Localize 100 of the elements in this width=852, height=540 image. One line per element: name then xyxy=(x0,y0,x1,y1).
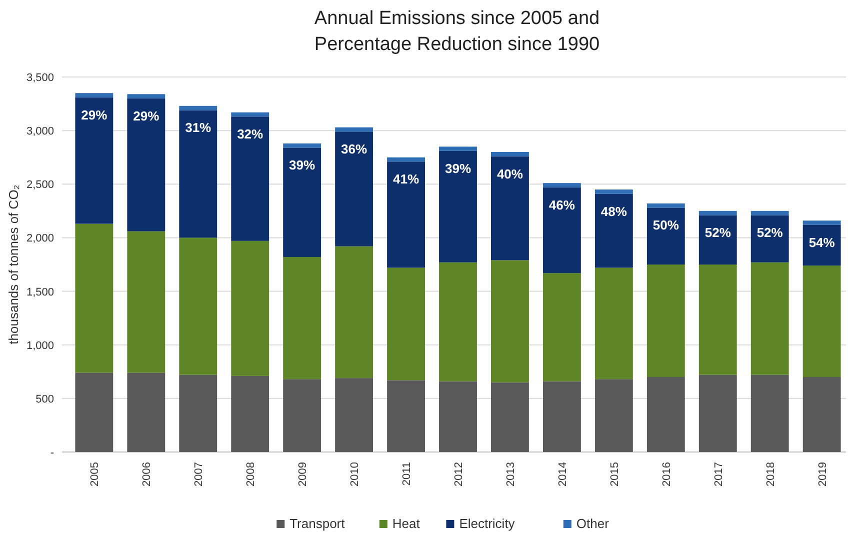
bar xyxy=(335,127,374,132)
bar xyxy=(594,379,633,452)
y-tick-label: 1,000 xyxy=(26,340,54,352)
bar xyxy=(75,224,114,373)
annotation: 39% xyxy=(444,160,472,176)
x-tick-label: 2014 xyxy=(556,462,569,486)
legend-label: Other xyxy=(576,516,610,531)
bar xyxy=(179,374,218,452)
bar xyxy=(439,381,477,452)
bar xyxy=(698,210,737,216)
bar xyxy=(231,240,270,376)
annotation: 39% xyxy=(289,158,316,173)
x-tick-label: 2011 xyxy=(401,462,414,486)
bar xyxy=(127,372,166,452)
bar xyxy=(491,382,529,452)
bar xyxy=(646,264,685,377)
bar xyxy=(542,183,581,188)
bar xyxy=(75,372,114,452)
y-tick-label: 3,500 xyxy=(26,72,54,84)
y-tick-label: 2,000 xyxy=(26,232,54,245)
annotation: 54% xyxy=(808,234,836,250)
bar xyxy=(387,162,425,268)
annotation: 52% xyxy=(704,225,732,240)
x-tick-label: 2015 xyxy=(608,462,621,486)
bar xyxy=(802,220,841,225)
bar xyxy=(594,268,633,380)
annotation: 41% xyxy=(393,172,420,187)
bar xyxy=(491,152,529,156)
bar xyxy=(127,98,166,232)
y-axis-title: thousands of tonnes of CO₂ xyxy=(6,184,21,344)
x-tick-label: 2018 xyxy=(764,462,777,486)
annotation: 52% xyxy=(756,225,784,240)
annotation: 46% xyxy=(548,197,576,212)
bar xyxy=(491,260,529,382)
x-tick-label: 2005 xyxy=(89,462,102,486)
legend-label: Transport xyxy=(290,516,346,531)
annotation: 29% xyxy=(133,108,160,124)
bar xyxy=(439,146,477,151)
x-tick-label: 2012 xyxy=(453,462,465,486)
chart-title: Annual Emissions since 2005 and Percentage Reduction since 1990 xyxy=(314,8,600,55)
bar xyxy=(127,94,166,98)
y-tick-label: 3,000 xyxy=(26,126,54,138)
y-tick-label: 2,500 xyxy=(26,179,54,192)
x-tick-label: 2008 xyxy=(245,462,258,486)
bar xyxy=(283,143,322,148)
bar xyxy=(698,215,737,264)
bar xyxy=(387,157,425,162)
annotation: 29% xyxy=(81,107,108,122)
bar xyxy=(491,156,529,260)
bar xyxy=(439,262,477,382)
legend-label: Electricity xyxy=(459,516,516,531)
bar xyxy=(802,266,841,377)
bar xyxy=(542,273,581,382)
bar xyxy=(75,93,114,98)
bar xyxy=(750,262,789,375)
bar xyxy=(750,374,789,452)
bar xyxy=(594,194,633,268)
bar xyxy=(283,379,322,452)
bar xyxy=(802,224,841,266)
annotation: 36% xyxy=(341,142,368,157)
bar xyxy=(283,148,322,257)
bar xyxy=(594,190,633,194)
bar xyxy=(802,377,841,452)
bar xyxy=(179,238,218,375)
bar xyxy=(231,376,270,452)
bar xyxy=(750,215,789,262)
bar xyxy=(542,187,581,274)
bar xyxy=(335,132,374,246)
bar xyxy=(439,150,477,262)
annotation: 40% xyxy=(496,166,524,182)
bar xyxy=(179,110,218,238)
bar xyxy=(542,381,581,452)
y-tick-label: 1,500 xyxy=(26,286,54,298)
bar xyxy=(698,264,737,375)
bar xyxy=(75,97,114,224)
x-tick-label: 2017 xyxy=(712,462,725,486)
x-tick-label: 2009 xyxy=(297,462,310,486)
bar xyxy=(750,210,789,216)
bar xyxy=(646,203,685,208)
annotation: 31% xyxy=(185,120,212,136)
x-tick-label: 2010 xyxy=(349,462,362,486)
bar xyxy=(387,268,425,380)
bar xyxy=(127,231,166,373)
bar xyxy=(335,378,374,452)
bar xyxy=(283,257,322,380)
y-tick-label: - xyxy=(50,447,54,459)
bar xyxy=(231,112,270,117)
x-tick-label: 2007 xyxy=(193,462,206,486)
bar xyxy=(179,106,218,110)
bar xyxy=(335,246,374,378)
x-tick-label: 2016 xyxy=(660,462,673,486)
legend-label: Heat xyxy=(392,516,420,531)
bar xyxy=(646,377,685,452)
annotation: 50% xyxy=(652,218,680,233)
bar xyxy=(646,208,685,264)
y-tick-label: 500 xyxy=(36,393,54,406)
annotation: 32% xyxy=(237,126,264,142)
x-tick-label: 2013 xyxy=(504,462,517,486)
bar xyxy=(387,380,425,452)
x-tick-label: 2019 xyxy=(816,462,829,486)
